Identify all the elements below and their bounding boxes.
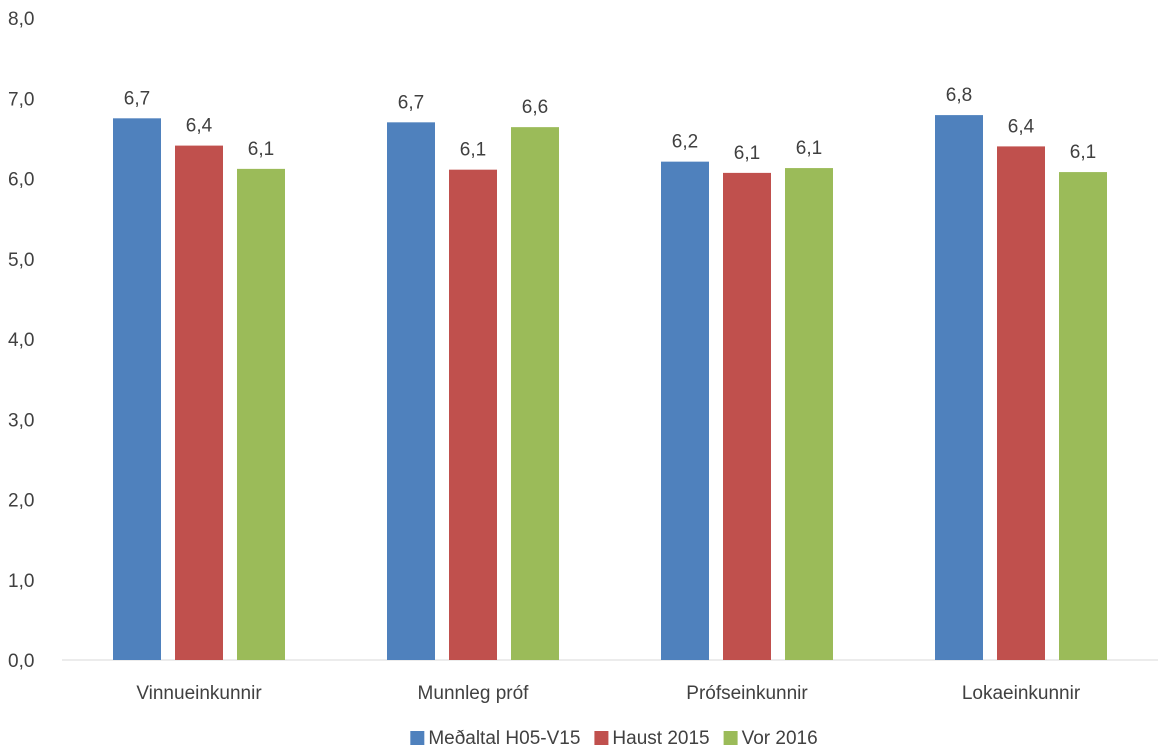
y-tick-label: 1,0: [8, 571, 34, 592]
y-tick-label: 8,0: [8, 9, 34, 30]
data-label: 6,1: [248, 139, 274, 160]
legend-swatch: [723, 731, 738, 745]
bar: [935, 115, 983, 661]
y-tick-label: 6,0: [8, 170, 34, 191]
y-tick-label: 5,0: [8, 250, 34, 271]
data-labels-group: 6,7 6,4 6,1 6,7 6,1 6,6 6,2 6,1 6,1 6,8 6,4 6,1: [124, 85, 1096, 164]
y-tick-label: 7,0: [8, 89, 34, 110]
data-label: 6,1: [460, 140, 486, 161]
y-tick-label: 0,0: [8, 651, 34, 672]
bar: [387, 122, 435, 660]
data-label: 6,4: [186, 116, 213, 137]
data-label: 6,2: [672, 132, 698, 153]
legend-item: Haust 2015: [594, 728, 710, 749]
y-axis-ticks: 0,0 1,0 2,0 3,0 4,0 5,0 6,0 7,0 8,0: [8, 9, 34, 672]
bar: [237, 168, 285, 660]
bar: [661, 161, 709, 660]
legend: Meðaltal H05-V15 Haust 2015 Vor 2016: [410, 728, 818, 749]
x-tick-label: Vinnueinkunnir: [136, 683, 262, 704]
legend-label: Haust 2015: [612, 728, 709, 749]
data-label: 6,1: [1070, 142, 1096, 163]
bar: [511, 127, 559, 660]
x-tick-label: Prófseinkunnir: [686, 683, 808, 704]
bar: [723, 172, 771, 660]
data-label: 6,7: [398, 92, 424, 113]
legend-item: Vor 2016: [723, 728, 818, 749]
bar: [113, 118, 161, 660]
bar: [997, 146, 1045, 660]
bar: [449, 169, 497, 661]
legend-item: Meðaltal H05-V15: [410, 728, 580, 749]
bar: [785, 168, 833, 660]
bars-group: [113, 115, 1107, 661]
x-tick-label: Lokaeinkunnir: [962, 683, 1081, 704]
data-label: 6,4: [1008, 116, 1035, 137]
data-label: 6,1: [796, 138, 822, 159]
y-tick-label: 3,0: [8, 410, 34, 431]
y-tick-label: 4,0: [8, 330, 34, 351]
bar: [1059, 172, 1107, 660]
bar: [175, 145, 223, 660]
x-tick-label: Munnleg próf: [418, 683, 530, 704]
legend-label: Vor 2016: [742, 728, 818, 749]
legend-label: Meðaltal H05-V15: [428, 728, 580, 749]
data-label: 6,7: [124, 88, 150, 109]
category-labels-group: Vinnueinkunnir Munnleg próf Prófseinkunnir…: [136, 683, 1081, 704]
legend-swatch: [410, 731, 425, 745]
data-label: 6,8: [946, 85, 972, 106]
data-label: 6,1: [734, 143, 760, 164]
y-tick-label: 2,0: [8, 491, 34, 512]
legend-swatch: [594, 731, 609, 745]
data-label: 6,6: [522, 97, 548, 118]
